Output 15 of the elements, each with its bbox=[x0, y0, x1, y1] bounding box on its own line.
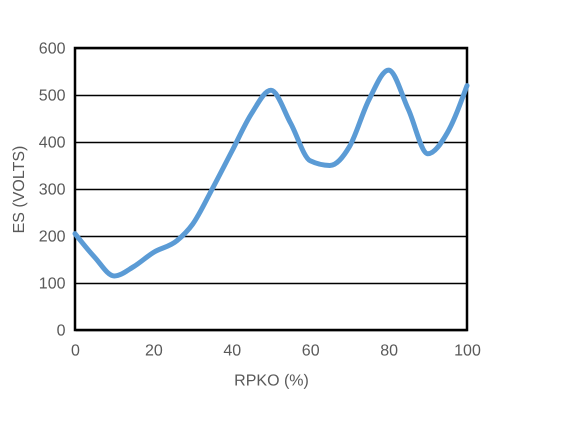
y-tick-label: 100 bbox=[38, 276, 66, 292]
x-tick-label: 60 bbox=[302, 342, 320, 360]
y-tick-label: 0 bbox=[56, 322, 66, 340]
y-tick-label: 600 bbox=[38, 40, 66, 58]
y-tick-label: 300 bbox=[38, 182, 66, 198]
y-axis-title: ES (VOLTS) bbox=[10, 146, 28, 234]
y-tick-label: 200 bbox=[38, 228, 66, 246]
y-tick-label: 400 bbox=[38, 134, 66, 152]
x-tick-label: 40 bbox=[223, 342, 242, 360]
x-tick-label: 0 bbox=[71, 342, 80, 360]
y-tick-label: 500 bbox=[38, 88, 66, 104]
x-tick-label: 80 bbox=[380, 342, 398, 360]
x-tick-label: 20 bbox=[145, 342, 163, 360]
x-axis-title: RPKO (%) bbox=[234, 372, 309, 390]
x-tick-label: 100 bbox=[454, 342, 481, 360]
